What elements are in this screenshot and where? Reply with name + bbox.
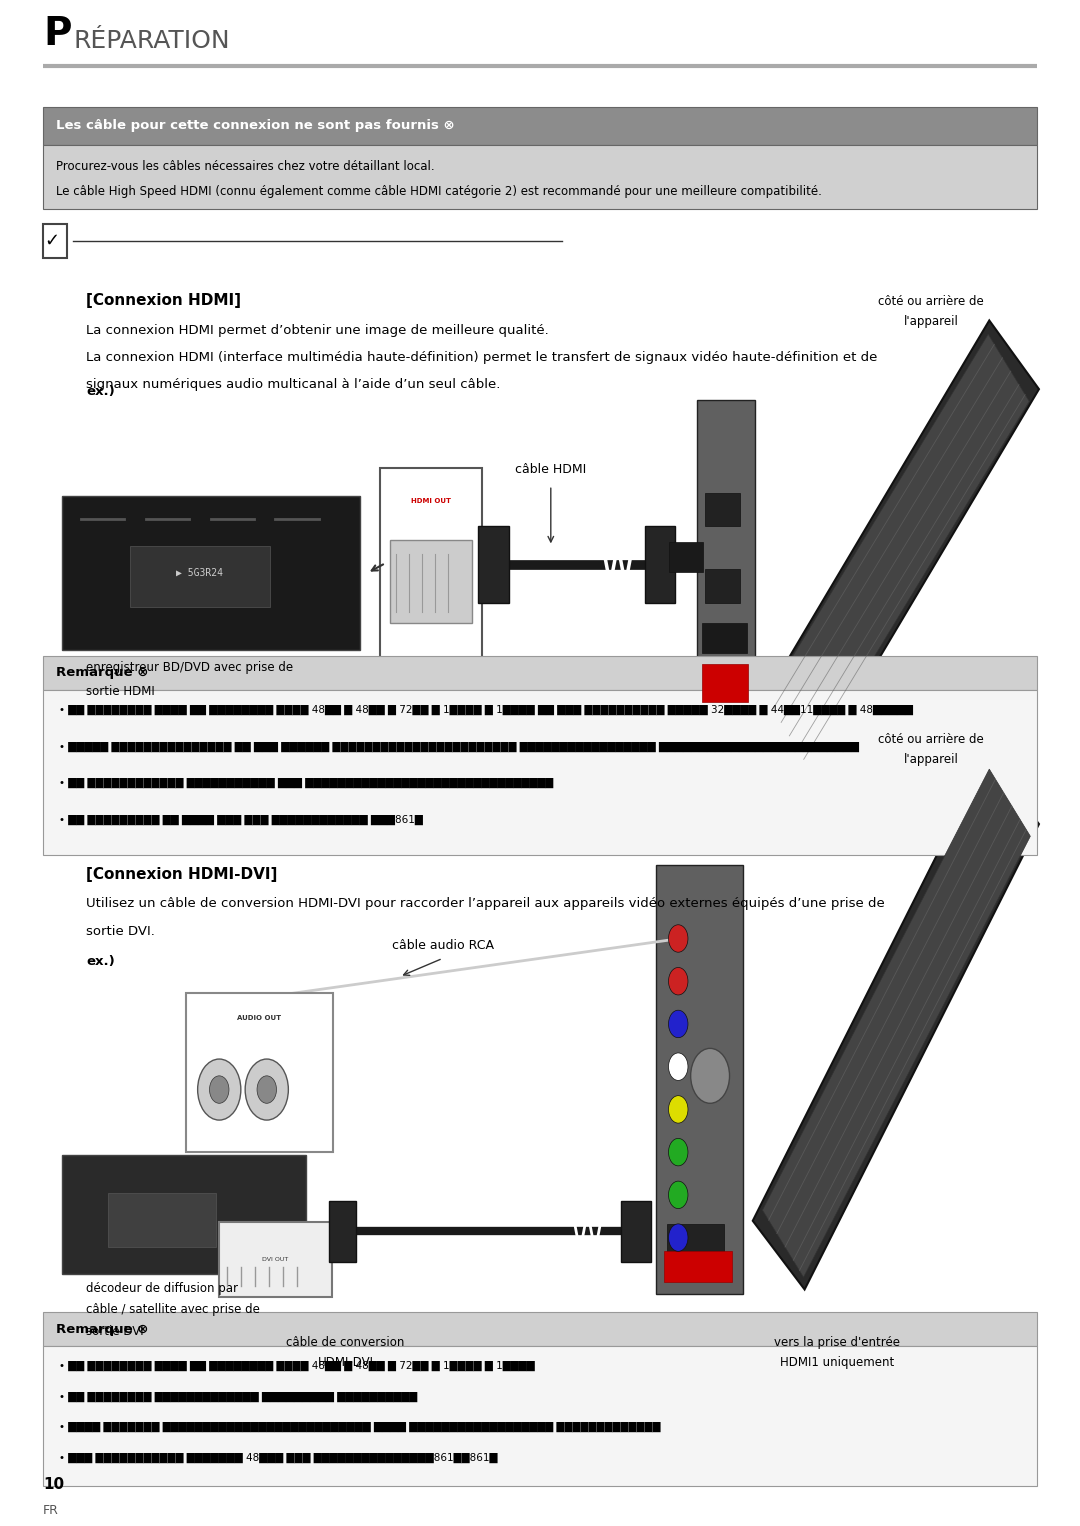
Text: ex.): ex.) [86, 955, 116, 969]
Text: La connexion HDMI permet d’obtenir une image de meilleure qualité.: La connexion HDMI permet d’obtenir une i… [86, 324, 549, 337]
Text: câble / satellite avec prise de: câble / satellite avec prise de [86, 1303, 260, 1317]
Text: côté ou arrière de: côté ou arrière de [878, 732, 984, 746]
Text: • ██ ████████ █████████████ █████████ ██████████: • ██ ████████ █████████████ █████████ ██… [59, 1392, 418, 1402]
Text: câble de conversion: câble de conversion [286, 1335, 405, 1349]
Circle shape [198, 1059, 241, 1120]
Text: ex.): ex.) [86, 385, 116, 398]
Text: ou: ou [679, 552, 692, 562]
FancyBboxPatch shape [478, 526, 509, 603]
Text: • ██ ████████████ ███████████ ███ ███████████████████████████████: • ██ ████████████ ███████████ ███ ██████… [59, 778, 554, 789]
Polygon shape [753, 755, 1039, 1289]
Text: sortie DVI.: sortie DVI. [86, 925, 156, 938]
Text: ou: ou [718, 633, 729, 642]
Text: Procurez-vous les câbles nécessaires chez votre détaillant local.: Procurez-vous les câbles nécessaires che… [56, 160, 435, 174]
Text: côté ou arrière de: côté ou arrière de [878, 295, 984, 308]
FancyBboxPatch shape [380, 468, 482, 658]
Circle shape [669, 1096, 688, 1123]
Text: HDMI1 uniquement: HDMI1 uniquement [780, 1355, 894, 1369]
Polygon shape [767, 334, 1029, 766]
Polygon shape [762, 769, 1030, 1277]
FancyBboxPatch shape [108, 1193, 216, 1247]
Text: DVI OUT: DVI OUT [262, 1257, 288, 1262]
Text: FR: FR [43, 1503, 59, 1517]
Circle shape [669, 1138, 688, 1166]
FancyBboxPatch shape [219, 1222, 332, 1297]
Text: • ██ ████████ ████ ██ ████████ ████ 48██ █ 48██ █ 72██ █ 1████ █ 1████: • ██ ████████ ████ ██ ████████ ████ 48██… [59, 1361, 536, 1372]
FancyBboxPatch shape [656, 865, 743, 1294]
Circle shape [669, 1181, 688, 1209]
FancyBboxPatch shape [130, 546, 270, 607]
Text: vers la prise d'entrée: vers la prise d'entrée [774, 1335, 900, 1349]
Text: Utilisez un câble de conversion HDMI-DVI pour raccorder l’appareil aux appareils: Utilisez un câble de conversion HDMI-DVI… [86, 897, 886, 911]
FancyBboxPatch shape [621, 1201, 651, 1262]
FancyBboxPatch shape [43, 690, 1037, 855]
Text: 10: 10 [43, 1477, 65, 1492]
Circle shape [257, 1076, 276, 1103]
Circle shape [669, 1224, 688, 1251]
FancyBboxPatch shape [702, 664, 748, 702]
Polygon shape [758, 320, 1039, 778]
Text: AUDIO OUT: AUDIO OUT [238, 1015, 281, 1021]
Text: • ██ █████████ ██ ████ ███ ███ ████████████ ███861█: • ██ █████████ ██ ████ ███ ███ █████████… [59, 815, 423, 826]
Text: Le câble High Speed HDMI (connu également comme câble HDMI catégorie 2) est reco: Le câble High Speed HDMI (connu égalemen… [56, 185, 822, 198]
Text: La connexion HDMI (interface multimédia haute-définition) permet le transfert de: La connexion HDMI (interface multimédia … [86, 351, 878, 365]
Text: [Connexion HDMI]: [Connexion HDMI] [86, 293, 242, 308]
FancyBboxPatch shape [62, 1155, 306, 1274]
FancyBboxPatch shape [702, 623, 747, 653]
Circle shape [210, 1076, 229, 1103]
FancyBboxPatch shape [645, 526, 675, 603]
FancyBboxPatch shape [669, 542, 703, 572]
FancyBboxPatch shape [43, 656, 1037, 690]
Text: l'appareil: l'appareil [904, 752, 958, 766]
Text: Les câble pour cette connexion ne sont pas fournis ⊗: Les câble pour cette connexion ne sont p… [56, 119, 455, 133]
FancyBboxPatch shape [664, 1251, 732, 1282]
FancyBboxPatch shape [43, 224, 67, 258]
Text: sortie HDMI: sortie HDMI [86, 685, 156, 699]
FancyBboxPatch shape [43, 107, 1037, 145]
Text: Remarque ⊗: Remarque ⊗ [56, 1323, 149, 1335]
FancyBboxPatch shape [43, 1346, 1037, 1486]
Text: HDMI OUT: HDMI OUT [410, 497, 451, 504]
Text: • ███ ███████████ ███████ 48███ ███ ███████████████861██861█: • ███ ███████████ ███████ 48███ ███ ████… [59, 1453, 498, 1463]
Circle shape [669, 1010, 688, 1038]
Text: P: P [43, 15, 71, 53]
Text: • ██ ████████ ████ ██ ████████ ████ 48██ █ 48██ █ 72██ █ 1████ █ 1████ ██ ███ ██: • ██ ████████ ████ ██ ████████ ████ 48██… [59, 705, 914, 716]
FancyBboxPatch shape [43, 1312, 1037, 1346]
Text: [Connexion HDMI-DVI]: [Connexion HDMI-DVI] [86, 867, 278, 882]
Text: ▶ 5G3R24: ▶ 5G3R24 [176, 568, 224, 577]
FancyBboxPatch shape [186, 993, 333, 1152]
Text: décodeur de diffusion par: décodeur de diffusion par [86, 1282, 239, 1296]
Text: câble audio RCA: câble audio RCA [392, 938, 494, 952]
FancyBboxPatch shape [697, 400, 755, 714]
Circle shape [691, 1048, 730, 1103]
Text: • ████ ███████ ██████████████████████████ ████ ██████████████████ █████████████: • ████ ███████ █████████████████████████… [59, 1422, 661, 1433]
Text: Remarque ⊗: Remarque ⊗ [56, 667, 149, 679]
Circle shape [669, 967, 688, 995]
Circle shape [669, 925, 688, 952]
Text: enregistreur BD/DVD avec prise de: enregistreur BD/DVD avec prise de [86, 661, 294, 674]
Text: HDMI-DVI: HDMI-DVI [318, 1355, 374, 1369]
Text: câble HDMI: câble HDMI [515, 462, 586, 476]
FancyBboxPatch shape [62, 496, 360, 650]
Text: ✓: ✓ [44, 232, 59, 250]
Text: sortie DVI: sortie DVI [86, 1325, 144, 1338]
Circle shape [245, 1059, 288, 1120]
Text: signaux numériques audio multicanal à l’aide d’un seul câble.: signaux numériques audio multicanal à l’… [86, 378, 501, 392]
FancyBboxPatch shape [667, 1224, 724, 1262]
FancyBboxPatch shape [705, 493, 740, 526]
FancyBboxPatch shape [390, 540, 472, 623]
FancyBboxPatch shape [43, 145, 1037, 209]
Circle shape [669, 1053, 688, 1080]
FancyBboxPatch shape [329, 1201, 356, 1262]
Text: RÉPARATION: RÉPARATION [73, 29, 230, 53]
Text: l'appareil: l'appareil [904, 314, 958, 328]
Text: • █████ ███████████████ ██ ███ ██████ ███████████████████████ █████████████████ : • █████ ███████████████ ██ ███ ██████ ██… [59, 742, 860, 752]
FancyBboxPatch shape [705, 569, 740, 603]
